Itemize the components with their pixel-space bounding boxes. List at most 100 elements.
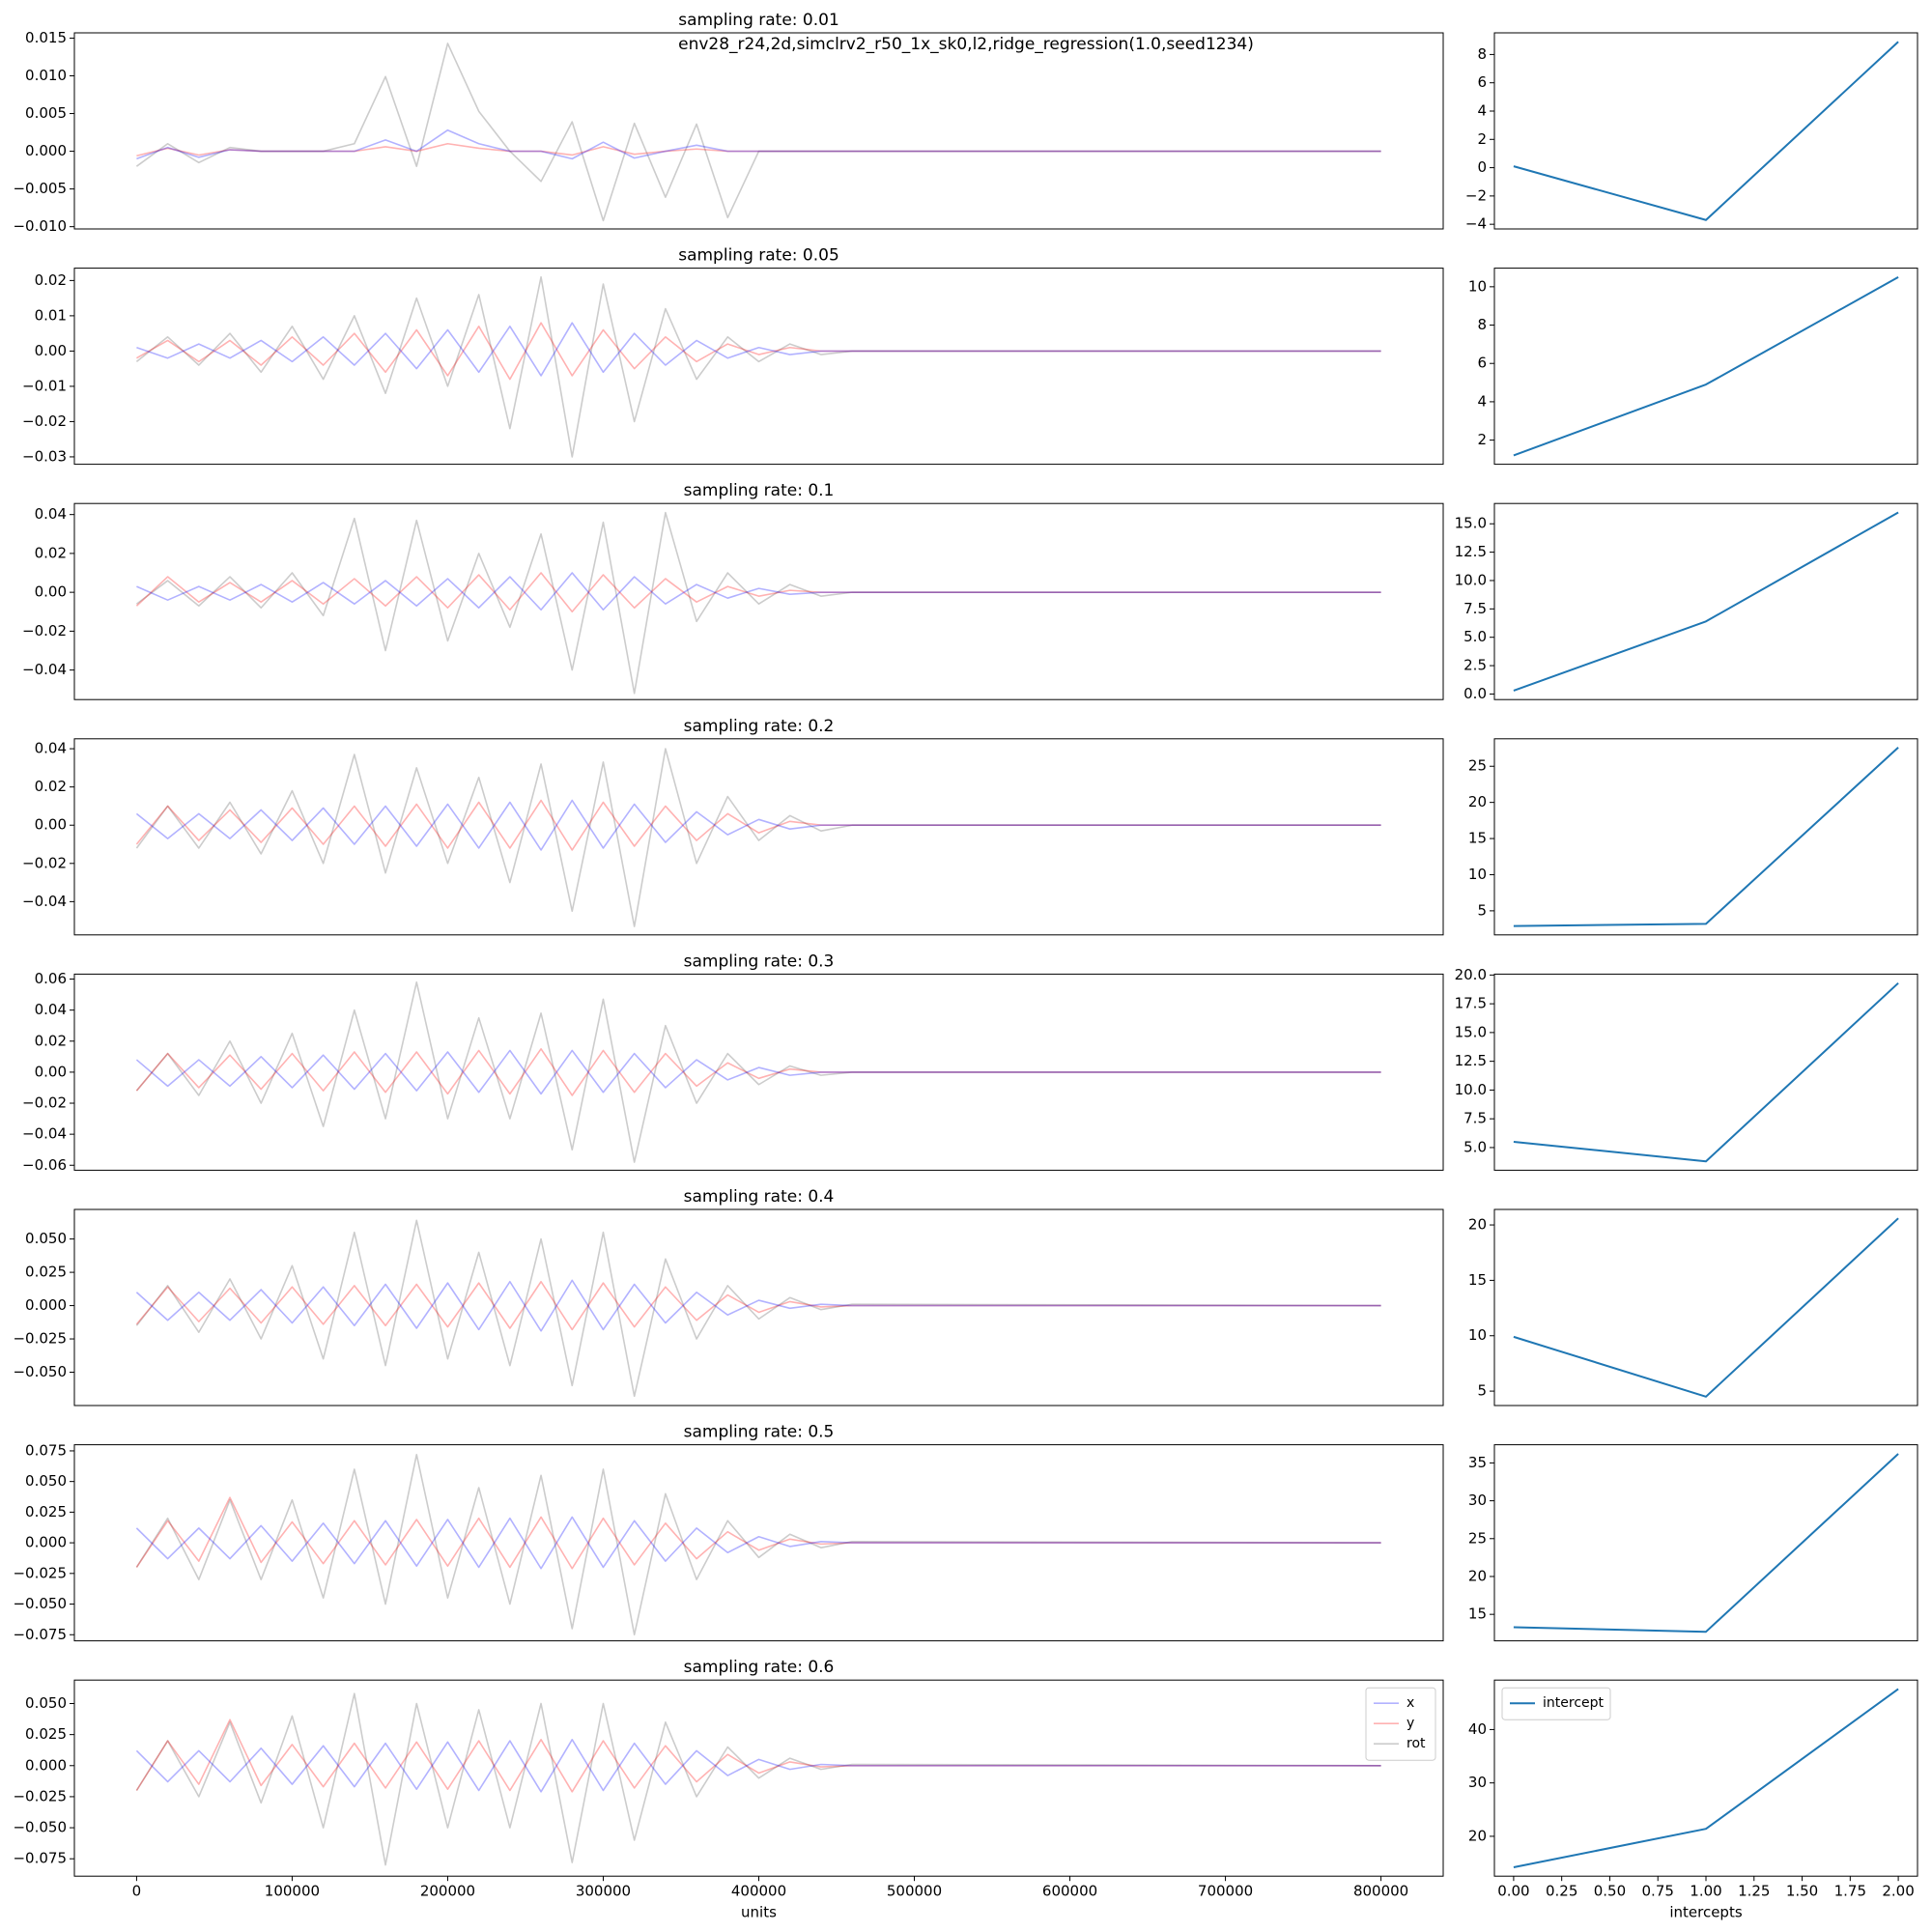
plot-area — [135, 511, 1381, 695]
y-tick-label: −0.01 — [22, 377, 67, 394]
axes-frame — [1493, 738, 1918, 936]
y-tick-label: 0.010 — [25, 67, 67, 84]
series-line — [135, 1219, 1381, 1398]
x-tick-label: 800000 — [1353, 1883, 1408, 1900]
x-tick-label: 500000 — [887, 1883, 942, 1900]
series-line — [136, 572, 1381, 611]
y-tick-label: 7.5 — [1463, 1110, 1487, 1127]
series-line — [1513, 276, 1899, 457]
y-tick-label: 0.04 — [35, 740, 67, 757]
x-tick-label: 1.00 — [1690, 1883, 1721, 1900]
axes-frame — [1493, 1208, 1918, 1406]
y-tick-label: 0.04 — [35, 505, 67, 523]
axes-frame — [1493, 32, 1918, 230]
x-axis-label: units — [741, 1904, 777, 1921]
legend-label: x — [1406, 1695, 1414, 1711]
series-line — [1513, 511, 1899, 692]
y-tick-label: −0.050 — [13, 1363, 67, 1380]
y-tick-label: −0.04 — [22, 893, 67, 910]
y-tick-label: 0.02 — [35, 1032, 67, 1049]
y-tick-label: 0.02 — [35, 778, 67, 795]
plot-area — [135, 980, 1381, 1163]
axes-frame — [73, 738, 1444, 936]
series-line — [135, 1049, 1381, 1095]
plot-area — [135, 275, 1381, 458]
y-tick-label: 0.025 — [25, 1503, 67, 1520]
x-axis-label: intercepts — [1669, 1904, 1743, 1921]
y-tick-label: 0.050 — [25, 1694, 67, 1712]
series-line — [135, 1453, 1381, 1636]
series-line — [135, 572, 1381, 613]
y-tick-label: 6 — [1477, 73, 1487, 91]
legend-box — [1365, 1687, 1436, 1761]
y-tick-label: −0.075 — [13, 1626, 67, 1643]
plot-area — [1513, 1217, 1899, 1398]
axes-frame — [73, 268, 1444, 466]
y-tick-label: 30 — [1468, 1492, 1487, 1509]
y-tick-label: 20 — [1468, 793, 1487, 810]
series-line — [1513, 1217, 1899, 1398]
y-tick-label: 10.0 — [1455, 1081, 1487, 1098]
y-tick-label: 4 — [1477, 101, 1487, 119]
y-tick-label: −0.050 — [13, 1595, 67, 1612]
y-tick-label: 0.06 — [35, 970, 67, 987]
y-tick-label: 0 — [1477, 158, 1487, 176]
series-line — [136, 322, 1381, 377]
chart-title: sampling rate: 0.4 — [684, 1187, 835, 1207]
y-tick-label: 20 — [1468, 1827, 1487, 1844]
x-tick-label: 0.25 — [1546, 1883, 1577, 1900]
y-tick-label: 0.000 — [25, 1534, 67, 1551]
series-line — [135, 1719, 1381, 1793]
y-tick-label: 5.0 — [1463, 628, 1487, 645]
y-tick-label: −0.02 — [22, 1094, 67, 1112]
y-tick-label: −0.010 — [13, 217, 67, 235]
series-line — [1513, 981, 1899, 1163]
series-line — [1513, 1453, 1899, 1634]
y-tick-label: 0.025 — [25, 1725, 67, 1743]
x-tick-label: 600000 — [1042, 1883, 1097, 1900]
series-line — [135, 1692, 1381, 1866]
suptitle: env28_r24,2d,simclrv2_r50_1x_sk0,l2,ridg… — [678, 35, 1254, 54]
axes-frame — [1493, 973, 1918, 1171]
x-tick-label: 0 — [132, 1883, 142, 1900]
plot-area — [1513, 747, 1899, 927]
axes-frame — [1493, 502, 1918, 700]
y-tick-label: 0.01 — [35, 306, 67, 324]
chart-title: sampling rate: 0.2 — [684, 717, 835, 736]
chart-title: sampling rate: 0.1 — [684, 481, 835, 500]
plot-area — [1513, 1453, 1899, 1634]
y-tick-label: 5 — [1477, 1382, 1487, 1400]
y-tick-label: −0.02 — [22, 412, 67, 430]
y-tick-label: −0.025 — [13, 1330, 67, 1348]
x-tick-label: 0.50 — [1594, 1883, 1626, 1900]
y-tick-label: 5.0 — [1463, 1138, 1487, 1155]
plot-area — [1513, 981, 1899, 1163]
y-tick-label: 4 — [1477, 392, 1487, 410]
y-tick-label: −0.02 — [22, 622, 67, 639]
y-tick-label: 0.000 — [25, 142, 67, 159]
y-tick-label: 2 — [1477, 130, 1487, 148]
series-line — [136, 128, 1381, 160]
y-tick-label: 15 — [1468, 1271, 1487, 1289]
x-tick-label: 700000 — [1198, 1883, 1253, 1900]
y-tick-label: 2.5 — [1463, 657, 1487, 674]
y-tick-label: −0.050 — [13, 1819, 67, 1836]
y-tick-label: 35 — [1468, 1454, 1487, 1471]
x-tick-label: 200000 — [420, 1883, 475, 1900]
y-tick-label: 20 — [1468, 1216, 1487, 1234]
series-line — [1513, 1688, 1899, 1868]
y-tick-label: 2 — [1477, 431, 1487, 448]
series-line — [135, 980, 1381, 1163]
y-tick-label: 15.0 — [1455, 515, 1487, 532]
series-line — [135, 1279, 1381, 1332]
y-tick-label: 10 — [1468, 1326, 1487, 1344]
y-tick-label: 25 — [1468, 1529, 1487, 1547]
x-tick-label: 300000 — [576, 1883, 631, 1900]
x-tick-label: 0.00 — [1497, 1883, 1529, 1900]
y-tick-label: 8 — [1477, 316, 1487, 333]
y-tick-label: 17.5 — [1455, 995, 1487, 1012]
legend-label: rot — [1406, 1736, 1426, 1751]
y-tick-label: 12.5 — [1455, 1052, 1487, 1069]
series-line — [135, 1496, 1381, 1570]
